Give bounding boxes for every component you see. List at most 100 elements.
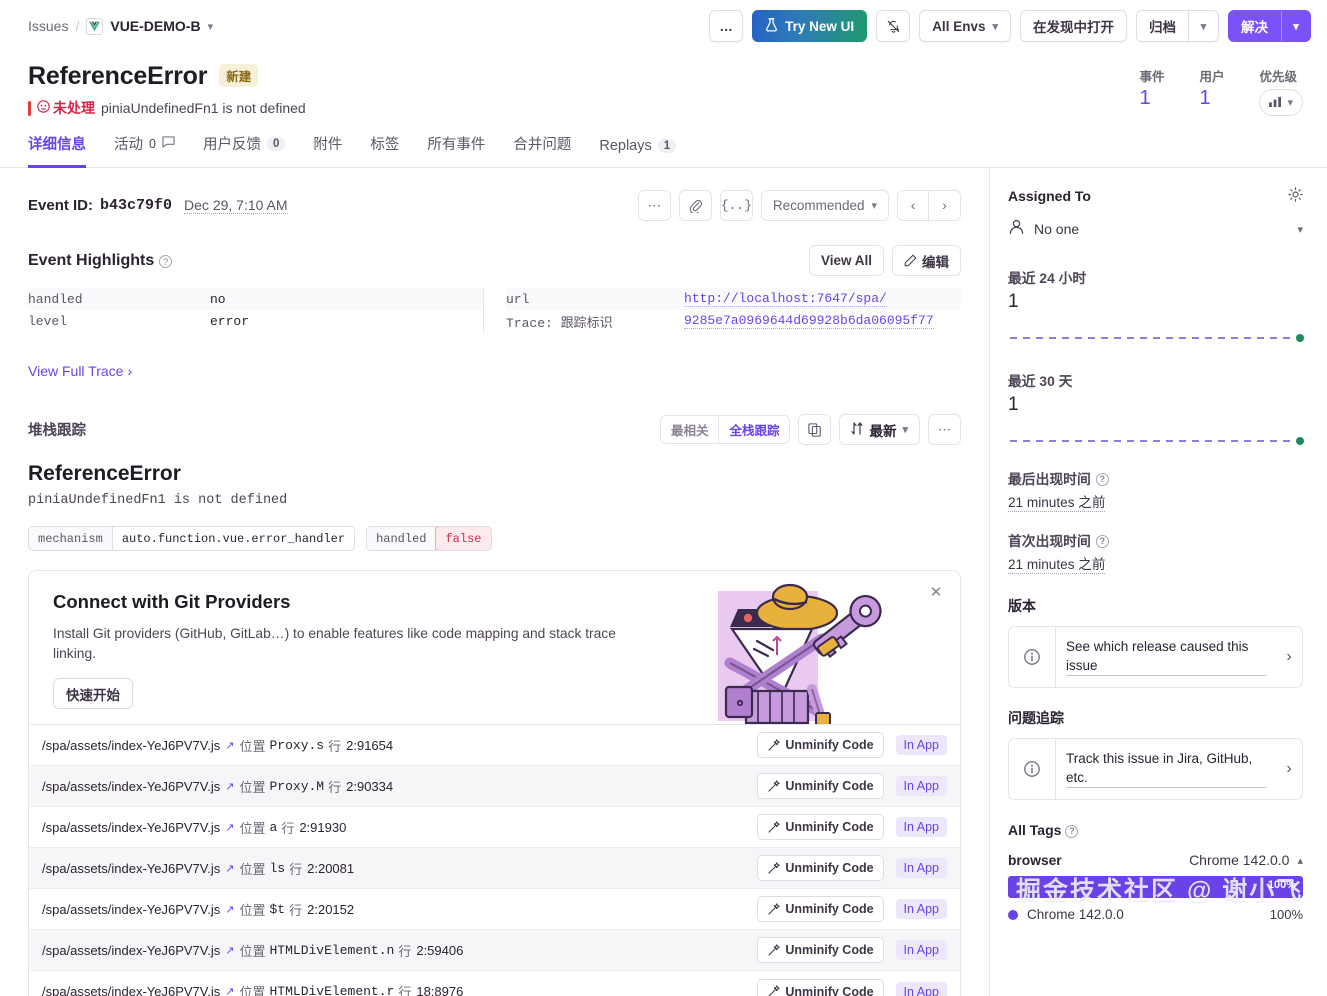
- first-seen-value[interactable]: 21 minutes 之前: [1008, 553, 1106, 574]
- chevron-down-icon[interactable]: ▾: [1297, 223, 1303, 236]
- view-full-trace-link[interactable]: View Full Trace ›: [28, 363, 132, 379]
- help-icon[interactable]: ?: [159, 255, 173, 268]
- frame-path[interactable]: /spa/assets/index-YeJ6PV7V.js: [42, 737, 221, 753]
- tag-distribution-bar[interactable]: 100% 掘金技术社区 @ 谢小飞: [1008, 876, 1303, 905]
- open-in-discover-button[interactable]: 在发现中打开: [1020, 10, 1127, 42]
- unminify-code-button[interactable]: Unminify Code: [757, 814, 884, 840]
- tab-tags[interactable]: 标签: [370, 133, 399, 168]
- table-row[interactable]: /spa/assets/index-YeJ6PV7V.js ↗ 位置 $t 行 …: [29, 889, 960, 930]
- edit-highlights-button[interactable]: 编辑: [892, 245, 961, 276]
- chevron-down-icon: ▾: [871, 200, 877, 212]
- previous-event-button[interactable]: ‹: [897, 190, 929, 221]
- in-app-badge: In App: [895, 817, 947, 837]
- flask-icon: [765, 17, 778, 35]
- priority-button[interactable]: ▾: [1259, 89, 1303, 116]
- issue-tracking-card[interactable]: Track this issue in Jira, GitHub, etc. ›: [1008, 738, 1303, 800]
- quick-start-button[interactable]: 快速开始: [53, 678, 133, 709]
- frame-path[interactable]: /spa/assets/index-YeJ6PV7V.js: [42, 984, 221, 996]
- tab-attachments[interactable]: 附件: [313, 133, 342, 168]
- external-link-icon[interactable]: ↗: [225, 780, 235, 793]
- release-card-link[interactable]: See which release caused this issue: [1066, 638, 1266, 676]
- highlight-url-link[interactable]: http://localhost:7647/spa/: [684, 291, 887, 307]
- external-link-icon[interactable]: ↗: [225, 903, 235, 916]
- release-card[interactable]: See which release caused this issue ›: [1008, 626, 1303, 688]
- stat-events-value[interactable]: 1: [1139, 87, 1151, 109]
- frame-line-label: 行: [289, 861, 303, 877]
- breadcrumb-issues-link[interactable]: Issues: [28, 18, 69, 34]
- external-link-icon[interactable]: ↗: [225, 821, 235, 834]
- frame-path[interactable]: /spa/assets/index-YeJ6PV7V.js: [42, 901, 221, 917]
- highlight-trace-link[interactable]: 9285e7a0969644d69928b6da06095f77: [684, 313, 934, 329]
- frame-path[interactable]: /spa/assets/index-YeJ6PV7V.js: [42, 819, 221, 835]
- tab-activity[interactable]: 活动 0: [114, 133, 175, 168]
- tag-legend-name[interactable]: Chrome 142.0.0: [1027, 907, 1124, 922]
- view-json-button[interactable]: {..}: [719, 190, 753, 221]
- more-actions-button[interactable]: …: [709, 10, 744, 42]
- table-row[interactable]: /spa/assets/index-YeJ6PV7V.js ↗ 位置 HTMLD…: [29, 971, 960, 996]
- tag-browser-row[interactable]: browser Chrome 142.0.0 ▴: [1008, 852, 1303, 868]
- table-row[interactable]: /spa/assets/index-YeJ6PV7V.js ↗ 位置 a 行 2…: [29, 807, 960, 848]
- copy-stacktrace-button[interactable]: [798, 414, 832, 445]
- mute-alerts-button[interactable]: [876, 10, 911, 42]
- frame-actions: Unminify Code In App: [757, 814, 947, 840]
- tab-details[interactable]: 详细信息: [28, 133, 86, 168]
- tab-replays[interactable]: Replays 1: [599, 138, 677, 168]
- frame-line-label: 行: [281, 820, 295, 836]
- archive-button[interactable]: 归档: [1136, 10, 1189, 42]
- external-link-icon[interactable]: ↗: [225, 944, 235, 957]
- stacktrace-error-name: ReferenceError: [28, 462, 181, 485]
- last-seen-value[interactable]: 21 minutes 之前: [1008, 491, 1106, 512]
- view-all-button[interactable]: View All: [808, 245, 884, 276]
- unminify-code-button[interactable]: Unminify Code: [757, 773, 884, 799]
- unminify-code-button[interactable]: Unminify Code: [757, 732, 884, 758]
- try-new-ui-button[interactable]: Try New UI: [752, 10, 868, 42]
- last-30d-value: 1: [1008, 394, 1019, 415]
- frame-actions: Unminify Code In App: [757, 896, 947, 922]
- unminify-code-button[interactable]: Unminify Code: [757, 937, 884, 963]
- frame-path[interactable]: /spa/assets/index-YeJ6PV7V.js: [42, 942, 221, 958]
- table-row[interactable]: /spa/assets/index-YeJ6PV7V.js ↗ 位置 ls 行 …: [29, 848, 960, 889]
- external-link-icon[interactable]: ↗: [225, 862, 235, 875]
- table-row[interactable]: /spa/assets/index-YeJ6PV7V.js ↗ 位置 HTMLD…: [29, 930, 960, 971]
- next-event-button[interactable]: ›: [929, 190, 961, 221]
- unminify-code-button[interactable]: Unminify Code: [757, 978, 884, 996]
- stat-users-value[interactable]: 1: [1199, 87, 1211, 109]
- frame-path[interactable]: /spa/assets/index-YeJ6PV7V.js: [42, 778, 221, 794]
- table-row[interactable]: /spa/assets/index-YeJ6PV7V.js ↗ 位置 Proxy…: [29, 725, 960, 766]
- most-relevant-toggle[interactable]: 最相关: [660, 416, 719, 443]
- stacktrace-more-button[interactable]: ⋯: [928, 414, 961, 445]
- external-link-icon[interactable]: ↗: [225, 986, 235, 996]
- paperclip-icon: [689, 199, 702, 213]
- resolve-button[interactable]: 解决: [1228, 10, 1281, 42]
- assignee-selector[interactable]: No one ▾: [1008, 218, 1303, 240]
- external-link-icon[interactable]: ↗: [225, 739, 235, 752]
- full-stacktrace-toggle[interactable]: 全栈跟踪: [718, 416, 790, 443]
- gear-icon[interactable]: [1288, 187, 1303, 205]
- help-icon[interactable]: ?: [1065, 824, 1079, 838]
- tab-merged-issues[interactable]: 合并问题: [513, 133, 571, 168]
- event-id-value[interactable]: b43c79f0: [100, 197, 173, 214]
- event-more-button[interactable]: ⋯: [637, 190, 671, 221]
- breadcrumb-project-name[interactable]: VUE-DEMO-B: [110, 18, 201, 34]
- unminify-code-button[interactable]: Unminify Code: [757, 855, 884, 881]
- copy-link-button[interactable]: [678, 190, 712, 221]
- table-row[interactable]: /spa/assets/index-YeJ6PV7V.js ↗ 位置 Proxy…: [29, 766, 960, 807]
- unminify-code-button[interactable]: Unminify Code: [757, 896, 884, 922]
- issue-tracking-card-link[interactable]: Track this issue in Jira, GitHub, etc.: [1066, 750, 1266, 788]
- chevron-up-icon[interactable]: ▴: [1297, 854, 1303, 867]
- resolve-dropdown-button[interactable]: ▾: [1281, 10, 1311, 42]
- frame-path[interactable]: /spa/assets/index-YeJ6PV7V.js: [42, 860, 221, 876]
- archive-dropdown-button[interactable]: ▾: [1189, 10, 1219, 42]
- tab-all-events[interactable]: 所有事件: [427, 133, 485, 168]
- chevron-down-icon[interactable]: ▾: [207, 20, 214, 33]
- event-date[interactable]: Dec 29, 7:10 AM: [184, 197, 288, 214]
- close-icon[interactable]: ✕: [929, 584, 943, 601]
- help-icon[interactable]: ?: [1095, 472, 1109, 486]
- event-sort-dropdown[interactable]: Recommended ▾: [760, 190, 889, 221]
- tab-user-feedback[interactable]: 用户反馈 0: [203, 133, 286, 168]
- env-selector-button[interactable]: All Envs ▾: [919, 10, 1011, 42]
- sort-stacktrace-button[interactable]: 最新 ▾: [839, 414, 920, 445]
- frame-actions: Unminify Code In App: [757, 732, 947, 758]
- help-icon[interactable]: ?: [1095, 534, 1109, 548]
- issue-tracking-block: 问题追踪 Track this issue in Jira, GitHub, e…: [1008, 708, 1303, 800]
